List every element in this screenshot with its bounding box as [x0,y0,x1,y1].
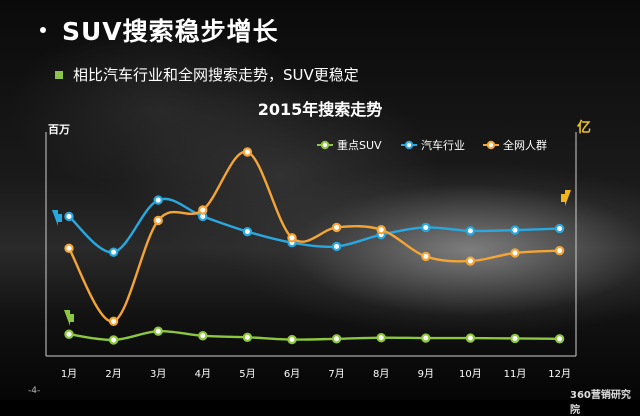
legend-label-auto: 汽车行业 [421,138,465,152]
right-axis-unit: 亿 [577,120,591,136]
x-tick-label: 8月 [373,368,389,380]
legend-label-suv: 重点SUV [337,138,382,152]
data-point-suv-4 [198,331,208,341]
data-point-web-11 [510,248,520,258]
title-bullet [40,27,46,33]
left-axis-unit: 百万 [48,123,70,136]
x-tick-label: 2月 [105,368,121,380]
x-tick-label: 1月 [61,368,77,380]
data-point-suv-3 [153,326,163,336]
data-point-suv-12 [554,334,565,344]
data-point-auto-2 [108,247,119,257]
chart-axes [45,132,577,357]
page-number: -4- [28,386,41,396]
series-line-auto [68,197,560,254]
x-tick-labels: 1月 2月 3月 4月 5月 6月 7月 8月 9月 10月 11月 12月 [61,368,571,380]
data-point-suv-8 [376,332,386,343]
x-tick-label: 11月 [504,368,527,380]
data-point-auto-1 [64,211,74,222]
legend-label-web: 全网人群 [503,138,547,152]
background-photo [0,0,640,400]
data-point-suv-7 [331,334,342,344]
chart-legend: 重点SUV 汽车行业 全网人群 [317,138,547,152]
data-point-web-6 [287,233,297,243]
data-point-auto-3 [153,195,163,205]
x-tick-label: 4月 [195,368,211,380]
data-point-web-1 [64,243,74,253]
data-point-auto-7 [331,241,342,252]
left-arrow-icon-auto [52,210,62,226]
data-point-suv-9 [421,333,431,343]
x-tick-label: 10月 [459,368,482,380]
data-point-suv-10 [465,333,476,343]
x-tick-label: 3月 [150,368,166,380]
chart-title: 2015年搜索走势 [257,100,383,119]
data-point-web-12 [554,245,565,256]
x-tick-label: 12月 [548,368,571,380]
footer-brand: 360营销研究院 [570,390,631,416]
data-point-suv-6 [287,334,297,345]
legend-marker-suv [320,140,330,150]
left-arrow-icon-suv [64,310,74,326]
data-point-web-2 [108,316,119,327]
data-point-auto-5 [242,226,253,237]
right-arrow-icon-web [561,190,571,206]
data-point-web-3 [153,215,163,226]
subtitle-bullet [55,71,63,79]
series-line-suv [68,329,560,342]
data-point-auto-11 [510,225,520,235]
legend-marker-auto [404,140,414,150]
data-point-auto-10 [465,226,476,236]
x-tick-label: 9月 [418,368,434,380]
data-point-web-7 [331,222,342,233]
data-point-web-9 [421,251,431,262]
data-point-web-8 [376,225,386,235]
data-point-web-4 [198,205,208,215]
legend-marker-web [486,140,496,150]
data-point-suv-5 [242,332,253,342]
page-subtitle: 相比汽车行业和全网搜索走势，SUV更稳定 [73,66,359,84]
data-point-web-10 [465,256,476,266]
x-tick-label: 5月 [239,368,255,380]
data-point-suv-2 [108,335,119,345]
axis-arrows [52,190,571,326]
page-title: SUV搜索稳步增长 [62,17,279,46]
x-tick-label: 7月 [328,368,344,380]
data-point-web-5 [242,147,253,157]
series-line-web [67,150,560,323]
data-point-auto-9 [421,222,431,233]
data-point-auto-12 [554,223,565,234]
data-point-suv-1 [64,329,74,339]
series-layer [64,147,565,345]
x-tick-label: 6月 [284,368,300,380]
line-chart: 重点SUV 汽车行业 全网人群 1月 2月 3月 4月 5月 6月 7月 8月 9月 10月 11月 12… [45,132,577,380]
data-point-suv-11 [510,333,520,344]
